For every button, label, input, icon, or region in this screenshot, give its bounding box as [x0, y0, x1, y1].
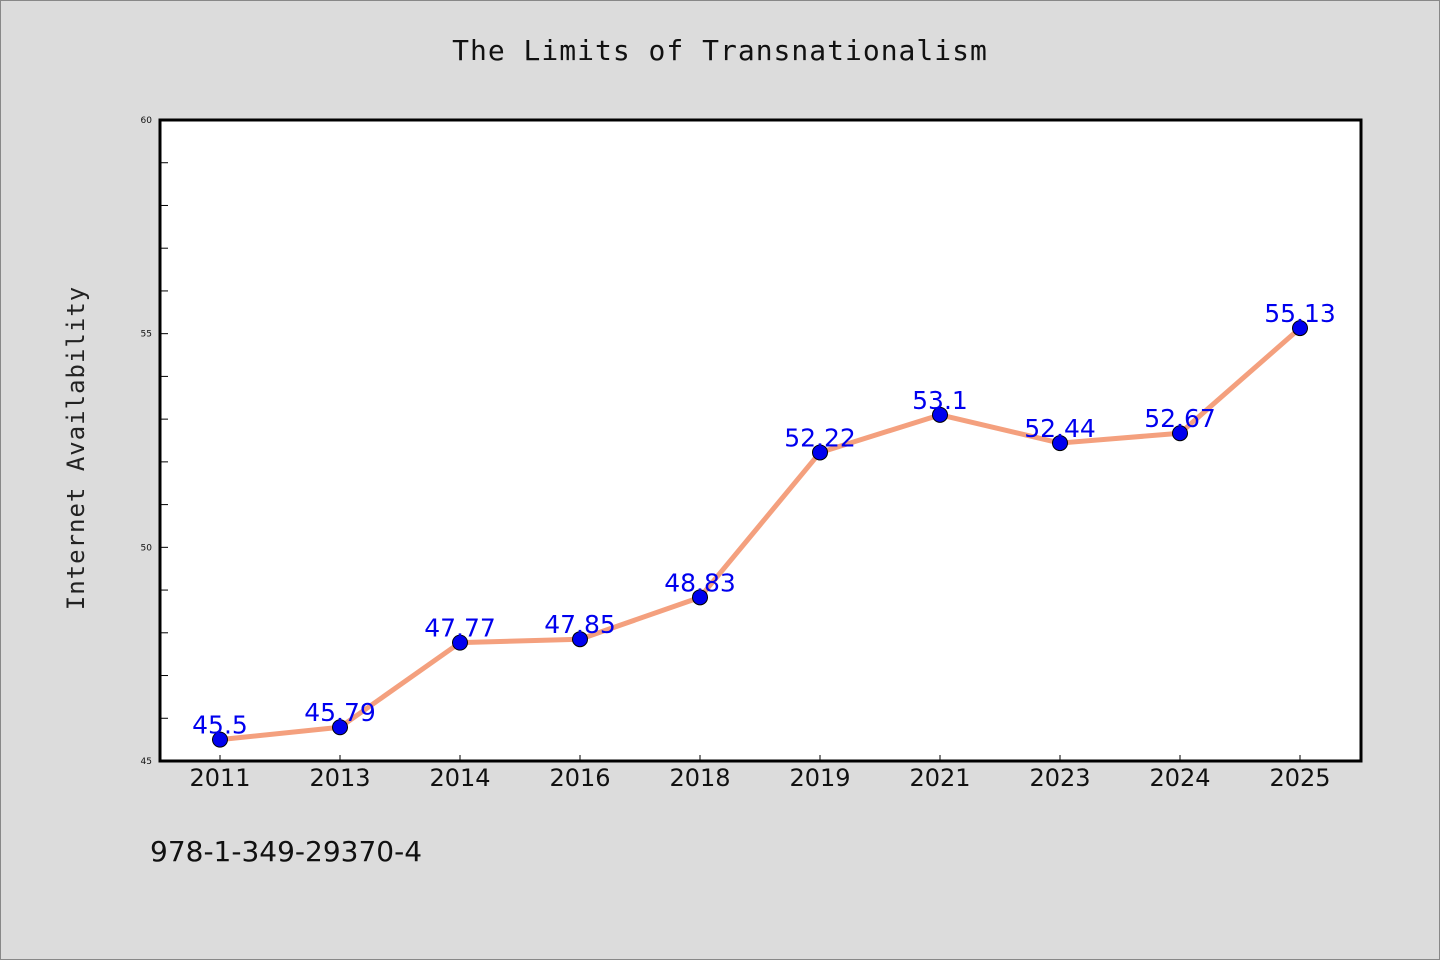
plot-area: [158, 118, 1363, 763]
x-tick-label: 2025: [1269, 764, 1330, 792]
x-tick-label: 2019: [789, 764, 850, 792]
x-axis-ticks: 2011 2013 2014 2016 2018 2019 2021 2023 2024 2025: [189, 755, 1331, 792]
chart-title: The Limits of Transnationalism: [452, 34, 988, 67]
data-point: [1292, 320, 1308, 337]
y-axis-ticks: 45 50 55 60: [141, 116, 168, 767]
y-tick-label: 45: [141, 757, 152, 767]
data-point: [812, 444, 828, 461]
x-tick-label: 2013: [309, 764, 370, 792]
series-line: [217, 325, 1303, 743]
isbn-text: 978-1-349-29370-4: [150, 835, 423, 868]
data-labels: 45.5 45.79 47.77 47.85 48.83 52.22 53.1 52.44 52…: [192, 299, 1336, 740]
data-point: [572, 631, 588, 648]
y-tick-label: 55: [141, 330, 152, 340]
data-label: 47.77: [424, 614, 496, 643]
data-label: 45.79: [304, 698, 376, 727]
x-tick-label: 2016: [549, 764, 610, 792]
data-markers: [212, 320, 1308, 748]
data-label: 53.1: [912, 386, 968, 415]
data-point: [1172, 425, 1188, 442]
x-tick-label: 2014: [429, 764, 490, 792]
data-point: [1052, 435, 1068, 452]
data-point: [332, 719, 348, 736]
data-label: 52.22: [784, 423, 856, 452]
x-tick-label: 2024: [1149, 764, 1210, 792]
data-label: 48.83: [664, 568, 736, 597]
x-tick-label: 2023: [1029, 764, 1090, 792]
data-point: [932, 406, 948, 423]
data-point: [212, 731, 228, 748]
data-label: 52.44: [1024, 414, 1096, 443]
data-point: [692, 589, 708, 606]
data-label: 47.85: [544, 610, 616, 639]
x-tick-label: 2021: [909, 764, 970, 792]
x-tick-label: 2018: [669, 764, 730, 792]
data-label: 52.67: [1144, 404, 1216, 433]
y-tick-label: 60: [141, 116, 153, 126]
data-label: 55.13: [1264, 299, 1336, 328]
y-tick-label: 50: [141, 543, 153, 553]
x-tick-label: 2011: [189, 764, 250, 792]
data-label: 45.5: [192, 711, 248, 740]
data-point: [452, 634, 468, 651]
